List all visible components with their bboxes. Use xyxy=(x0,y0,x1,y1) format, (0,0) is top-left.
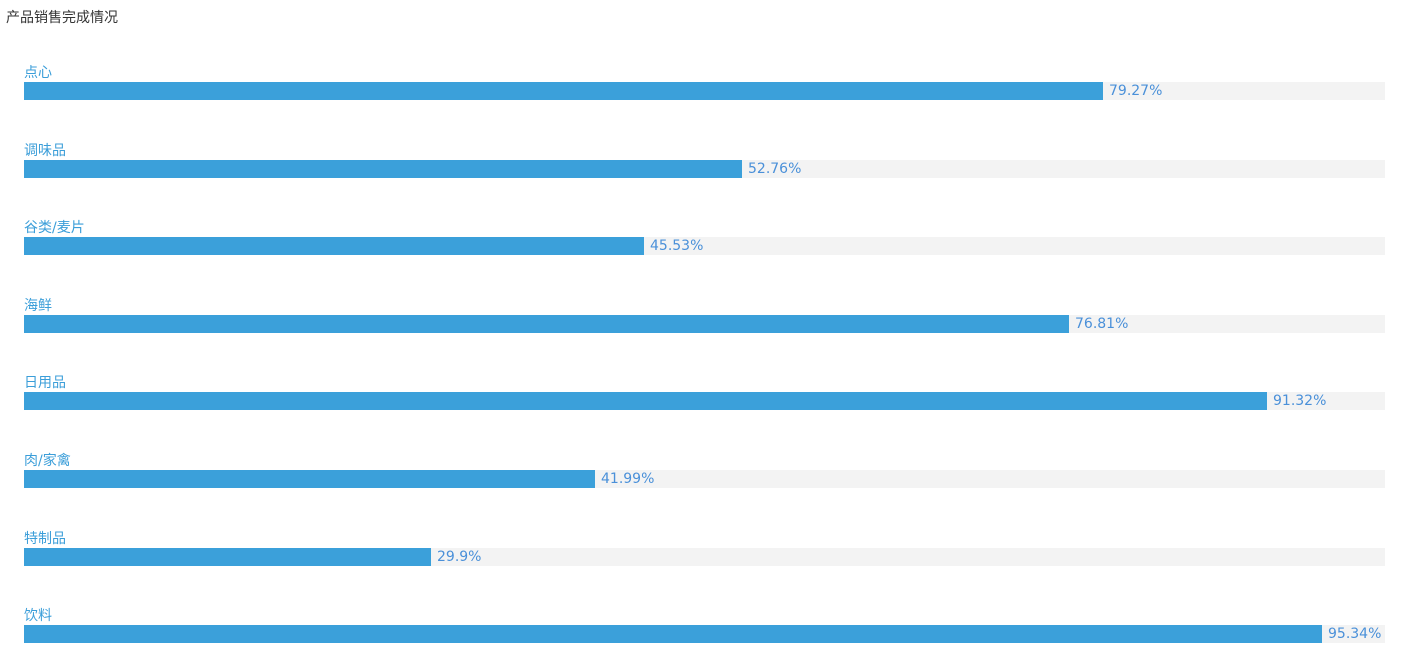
bar xyxy=(24,237,644,256)
category-label: 调味品 xyxy=(24,142,66,159)
bar-row: 肉/家禽 41.99% xyxy=(0,452,1425,492)
bar-row: 海鲜 76.81% xyxy=(0,297,1425,337)
bar xyxy=(24,314,1069,333)
bar-row: 饮料 95.34% xyxy=(0,607,1425,647)
bar xyxy=(24,470,595,488)
bar-row: 调味品 52.76% xyxy=(0,142,1425,182)
value-label: 91.32% xyxy=(1273,393,1327,410)
value-label: 76.81% xyxy=(1075,315,1129,332)
value-label: 95.34% xyxy=(1328,626,1382,643)
category-label: 特制品 xyxy=(24,530,66,547)
category-label: 肉/家禽 xyxy=(24,453,71,469)
bar xyxy=(24,392,1267,411)
bar xyxy=(24,625,1322,644)
bar-row: 谷类/麦片 45.53% xyxy=(0,219,1425,259)
category-label: 海鲜 xyxy=(24,297,52,314)
category-label: 饮料 xyxy=(24,608,52,625)
bar xyxy=(24,82,1103,100)
bar-row: 点心 79.27% xyxy=(0,64,1425,104)
value-label: 45.53% xyxy=(650,238,704,255)
bar-row: 日用品 91.32% xyxy=(0,374,1425,414)
bar xyxy=(24,547,431,566)
category-label: 谷类/麦片 xyxy=(24,220,85,237)
value-label: 29.9% xyxy=(437,548,482,565)
value-label: 79.27% xyxy=(1109,83,1163,99)
category-label: 点心 xyxy=(24,65,52,81)
category-label: 日用品 xyxy=(24,375,66,392)
value-label: 41.99% xyxy=(601,471,655,487)
chart-title: 产品销售完成情况 xyxy=(6,10,118,26)
value-label: 52.76% xyxy=(748,160,802,177)
bar xyxy=(24,159,742,178)
bar-row: 特制品 29.9% xyxy=(0,530,1425,570)
